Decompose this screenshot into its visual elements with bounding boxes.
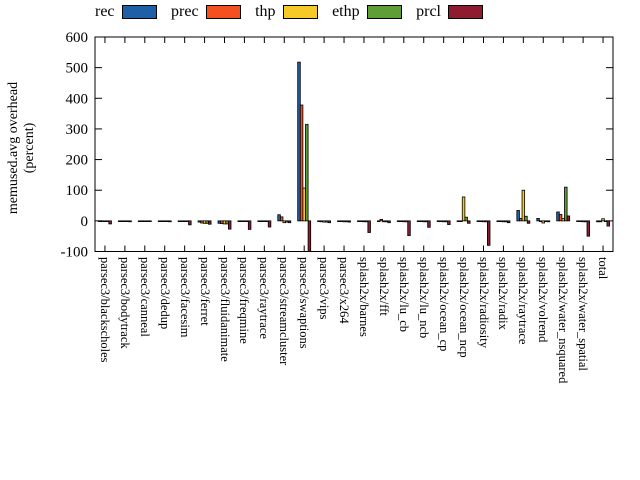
x-axis-label: parsec3/vips — [317, 257, 332, 320]
legend-item-prcl: prcl — [416, 3, 483, 21]
bar-prcl — [108, 220, 112, 225]
x-axis-label: parsec3/fluidanimate — [217, 257, 232, 362]
bar-prec — [379, 218, 383, 222]
x-axis-label: total — [596, 257, 611, 280]
bar-rec — [536, 218, 540, 222]
x-axis-label: parsec3/swaptions — [297, 257, 312, 349]
bar-prcl — [347, 220, 351, 223]
bar-prcl — [447, 220, 451, 225]
y-tick-label: -100 — [61, 245, 89, 261]
bar-ethp — [305, 123, 309, 222]
legend-item-prec: prec — [171, 3, 241, 21]
bar-thp — [601, 218, 605, 222]
legend-swatch-thp — [282, 5, 318, 19]
bar-prcl — [208, 220, 212, 225]
bar-prec — [558, 214, 563, 222]
y-tick-label: 100 — [66, 183, 89, 199]
x-axis-label: splash2x/radiosity — [476, 257, 491, 348]
legend-item-rec: rec — [95, 3, 157, 21]
y-tick-label: 600 — [66, 30, 89, 46]
legend-item-thp: thp — [255, 3, 318, 21]
x-axis-label: parsec3/bodytrack — [117, 257, 132, 349]
x-axis-label: splash2x/radix — [496, 257, 511, 330]
x-axis-label: splash2x/barnes — [356, 257, 371, 337]
y-tick-label: 500 — [66, 61, 89, 77]
x-axis-label: parsec3/streamcluster — [277, 257, 292, 366]
bar-prcl — [227, 220, 232, 230]
legend-swatch-prec — [205, 5, 241, 19]
bar-prcl — [367, 220, 371, 233]
x-axis-label: parsec3/dedup — [157, 257, 172, 330]
bar-prcl — [148, 220, 152, 222]
bar-prcl — [188, 220, 192, 226]
bar-prec — [299, 104, 304, 222]
bar-ethp — [464, 216, 468, 222]
legend-label-prec: prec — [171, 3, 199, 20]
legend-label-prcl: prcl — [416, 3, 441, 20]
bar-prcl — [586, 220, 591, 237]
x-axis-label: splash2x/lu_cb — [396, 257, 411, 332]
x-axis-label: parsec3/facesim — [177, 257, 192, 338]
x-axis-label: splash2x/raytrace — [516, 257, 531, 345]
legend: rec prec thp ethp prcl — [95, 3, 483, 21]
y-tick-label: 400 — [66, 91, 89, 107]
x-axis-label: parsec3/x264 — [337, 257, 352, 324]
x-axis-label: parsec3/freqmine — [237, 257, 252, 344]
x-axis-label: splash2x/ocean_cp — [436, 257, 451, 352]
legend-label-ethp: ethp — [332, 3, 360, 20]
bar-prcl — [546, 220, 551, 223]
x-axis-label: splash2x/fft — [376, 257, 391, 316]
legend-label-rec: rec — [95, 3, 115, 20]
bar-prcl — [128, 220, 132, 223]
bar-prcl — [267, 220, 272, 228]
x-axis-label: splash2x/water_spatial — [576, 257, 591, 371]
x-axis-label: parsec3/blackscholes — [97, 257, 112, 363]
y-tick-label: 0 — [81, 214, 89, 230]
legend-swatch-prcl — [448, 5, 483, 19]
bar-prcl — [247, 220, 252, 230]
bar-prcl — [168, 220, 172, 223]
bar-prcl — [566, 215, 571, 222]
bar-prcl — [307, 220, 312, 252]
legend-label-thp: thp — [255, 3, 276, 20]
bar-prcl — [427, 220, 431, 228]
y-tick-label: 200 — [66, 153, 89, 169]
x-axis-label: splash2x/water_nsquared — [556, 257, 571, 384]
bar-rec — [516, 210, 520, 222]
bar-prcl — [486, 220, 491, 246]
x-axis-label: splash2x/lu_ncb — [416, 257, 431, 339]
x-axis-label: parsec3/ferret — [197, 257, 212, 326]
bar-thp — [521, 189, 526, 222]
bar-prcl — [327, 220, 332, 224]
x-axis-label: parsec3/canneal — [137, 257, 152, 337]
bar-thp — [461, 196, 466, 222]
plot-border — [94, 36, 614, 252]
legend-swatch-ethp — [366, 5, 402, 19]
x-axis-label: parsec3/raytrace — [257, 257, 272, 339]
legend-swatch-rec — [121, 5, 157, 19]
bar-prec — [279, 216, 284, 222]
bar-prcl — [287, 220, 292, 224]
legend-item-ethp: ethp — [332, 3, 402, 21]
bar-prcl — [506, 220, 511, 224]
x-axis-label: splash2x/ocean_ncp — [456, 257, 471, 358]
bar-prcl — [387, 220, 391, 224]
x-axis-label: splash2x/volrend — [536, 257, 551, 343]
bar-prcl — [467, 220, 471, 224]
y-tick-label: 300 — [66, 122, 89, 138]
bar-ethp — [564, 186, 568, 222]
bar-prcl — [526, 220, 531, 224]
bar-prcl — [606, 220, 610, 227]
bar-prec — [598, 220, 603, 223]
bar-ethp — [524, 215, 528, 222]
bar-prcl — [407, 220, 411, 236]
